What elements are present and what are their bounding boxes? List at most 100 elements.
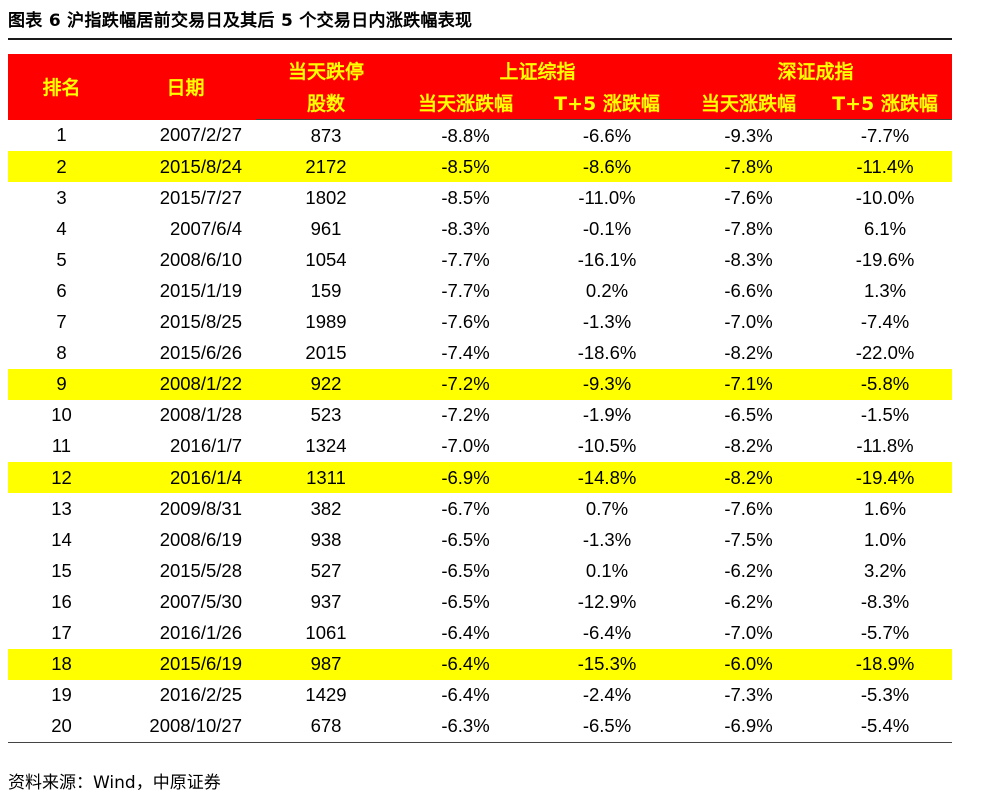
table-row: 13 2009/8/31 382 -6.7% 0.7% -7.6% 1.6% [8, 493, 952, 524]
header-sz-component: 深证成指 [679, 54, 953, 86]
cell-date: 2008/1/22 [115, 368, 256, 400]
cell-date: 2008/10/27 [115, 710, 256, 743]
cell-limit-down-count: 2172 [256, 151, 396, 183]
cell-date: 2016/1/7 [169, 435, 242, 457]
cell-sh-day-change: -8.3% [441, 217, 490, 239]
table-row: 7 2015/8/25 1989 -7.6% -1.3% -7.0% -7.4% [8, 307, 952, 338]
cell-sh-day-change: -7.2% [396, 368, 535, 400]
cell-rank: 13 [51, 497, 72, 519]
cell-limit-down-count: 523 [310, 404, 342, 426]
cell-rank: 9 [8, 368, 115, 400]
table-row: 19 2016/2/25 1429 -6.4% -2.4% -7.3% -5.3% [8, 680, 952, 711]
cell-sz-t5-change: 3.2% [863, 559, 907, 581]
cell-sz-t5-change: -7.7% [860, 124, 910, 146]
table-row: 9 2008/1/22 922 -7.2% -9.3% -7.1% -5.8% [8, 368, 953, 400]
table-row: 2 2015/8/24 2172 -8.5% -8.6% -7.8% -11.4% [8, 151, 953, 183]
cell-rank: 18 [8, 648, 115, 680]
cell-date: 2016/2/25 [159, 684, 242, 706]
cell-sh-t5-change: -10.5% [577, 435, 637, 457]
cell-date: 2015/6/19 [115, 648, 256, 680]
cell-rank: 10 [51, 404, 72, 426]
cell-sz-day-change: -8.2% [724, 435, 773, 457]
cell-limit-down-count: 159 [310, 280, 342, 302]
cell-sz-t5-change: -1.5% [860, 404, 910, 426]
cell-limit-down-count: 527 [310, 559, 342, 581]
cell-sz-t5-change: -18.9% [818, 648, 953, 680]
table-row: 20 2008/10/27 678 -6.3% -6.5% -6.9% -5.4% [8, 710, 953, 743]
cell-date: 2015/1/19 [159, 280, 242, 302]
cell-sz-day-change: -6.2% [724, 590, 773, 612]
cell-sh-day-change: -6.9% [396, 462, 535, 494]
cell-sz-day-change: -7.8% [679, 151, 819, 183]
table-row: 14 2008/6/19 938 -6.5% -1.3% -7.5% 1.0% [8, 524, 952, 555]
cell-date: 2015/5/28 [159, 559, 242, 581]
cell-sh-day-change: -7.7% [441, 248, 490, 270]
cell-sz-day-change: -6.5% [724, 404, 773, 426]
header-sz-day-change: 当天涨跌幅 [679, 86, 819, 120]
header-limit-down-line1: 当天跌停 [256, 54, 396, 86]
cell-limit-down-count: 1054 [305, 248, 347, 270]
cell-sh-t5-change: 0.2% [585, 280, 629, 302]
cell-limit-down-count: 1061 [305, 622, 347, 644]
cell-sz-t5-change: 1.3% [863, 280, 907, 302]
cell-sz-t5-change: -7.4% [860, 311, 910, 333]
cell-sz-t5-change: -11.8% [856, 435, 914, 457]
cell-rank: 8 [56, 342, 67, 364]
cell-sh-t5-change: -18.6% [577, 342, 637, 364]
cell-sz-day-change: -7.8% [724, 217, 773, 239]
cell-date: 2015/8/24 [115, 151, 256, 183]
cell-limit-down-count: 961 [310, 217, 342, 239]
cell-sh-t5-change: -1.3% [582, 528, 632, 550]
cell-sz-day-change: -9.3% [724, 124, 773, 146]
cell-sh-day-change: -8.8% [441, 124, 490, 146]
table-row: 18 2015/6/19 987 -6.4% -15.3% -6.0% -18.9% [8, 648, 953, 680]
cell-sz-t5-change: 6.1% [863, 217, 907, 239]
header-row-2: 股数 当天涨跌幅 T+5 涨跌幅 当天涨跌幅 T+5 涨跌幅 [8, 86, 953, 120]
cell-sh-day-change: -7.7% [441, 280, 490, 302]
cell-sz-t5-change: -10.0% [855, 186, 915, 208]
cell-sh-t5-change: -0.1% [582, 217, 632, 239]
source-note: 资料来源：Wind，中原证券 [8, 773, 221, 793]
cell-rank: 6 [56, 280, 67, 302]
cell-limit-down-count: 938 [310, 528, 342, 550]
cell-sz-t5-change: -5.7% [860, 622, 910, 644]
table-row: 15 2015/5/28 527 -6.5% 0.1% -6.2% 3.2% [8, 555, 952, 586]
cell-date: 2015/8/25 [159, 311, 242, 333]
table-row: 10 2008/1/28 523 -7.2% -1.9% -6.5% -1.5% [8, 400, 952, 431]
cell-sh-t5-change: -6.5% [535, 710, 680, 743]
cell-sh-t5-change: -2.4% [582, 684, 632, 706]
table-row: 17 2016/1/26 1061 -6.4% -6.4% -7.0% -5.7% [8, 618, 952, 649]
cell-limit-down-count: 1429 [305, 684, 347, 706]
table-body: 1 2007/2/27 873 -8.8% -6.6% -9.3% -7.7% 2 2015/8… [8, 120, 953, 743]
cell-rank: 2 [8, 151, 115, 183]
cell-limit-down-count: 1802 [305, 186, 347, 208]
cell-sz-day-change: -7.1% [679, 368, 819, 400]
cell-limit-down-count: 1989 [305, 311, 347, 333]
cell-sh-day-change: -8.5% [441, 186, 490, 208]
cell-sh-day-change: -6.4% [441, 684, 490, 706]
header-date: 日期 [115, 54, 256, 120]
cell-sz-t5-change: -22.0% [855, 342, 915, 364]
cell-date: 2008/6/19 [159, 528, 242, 550]
cell-sh-t5-change: -12.9% [577, 590, 637, 612]
cell-date: 2015/6/26 [159, 342, 242, 364]
cell-rank: 7 [56, 311, 67, 333]
cell-sz-t5-change: -5.8% [818, 368, 953, 400]
cell-sh-day-change: -6.3% [396, 710, 535, 743]
title-divider [8, 38, 952, 40]
cell-rank: 11 [51, 435, 72, 457]
cell-date: 2008/6/10 [159, 248, 242, 270]
table-row: 11 2016/1/7 1324 -7.0% -10.5% -8.2% -11.8% [8, 431, 952, 462]
cell-date: 2016/1/26 [159, 622, 242, 644]
cell-sh-t5-change: -1.9% [582, 404, 632, 426]
cell-limit-down-count: 2015 [305, 342, 347, 364]
table-header: 排名 日期 当天跌停 上证综指 深证成指 股数 当天涨跌幅 T+5 涨跌幅 当天… [8, 54, 953, 120]
cell-rank: 5 [56, 248, 67, 270]
header-limit-down-line2: 股数 [256, 86, 396, 120]
cell-sh-t5-change: -16.1% [577, 248, 637, 270]
header-sh-composite: 上证综指 [396, 54, 680, 86]
table-row: 8 2015/6/26 2015 -7.4% -18.6% -8.2% -22.0% [8, 338, 952, 369]
cell-sz-day-change: -6.6% [724, 280, 773, 302]
cell-sh-t5-change: -6.4% [582, 622, 632, 644]
cell-sh-day-change: -6.5% [441, 559, 490, 581]
